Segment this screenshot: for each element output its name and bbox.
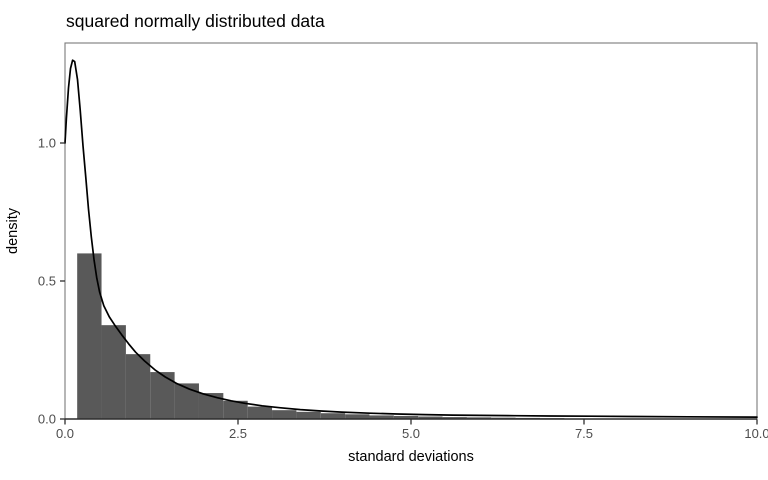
x-tick-label: 10.0: [744, 426, 768, 441]
histogram-bar: [369, 415, 394, 419]
x-tick-label: 0.0: [56, 426, 74, 441]
histogram-bar: [320, 413, 346, 419]
x-axis-title: standard deviations: [348, 449, 474, 465]
histogram-bar: [174, 383, 199, 419]
x-tick-label: 7.5: [575, 426, 593, 441]
y-tick-label: 1.0: [38, 135, 56, 150]
histogram-bar: [272, 410, 297, 419]
y-tick-label: 0.5: [38, 273, 56, 288]
density-curve: [64, 59, 758, 418]
histogram-bar: [296, 411, 321, 419]
panel-border: [64, 42, 758, 420]
histogram-bar: [198, 393, 224, 419]
histogram-bar: [150, 372, 175, 419]
histogram-bars: [77, 253, 565, 419]
histogram-bar: [77, 253, 102, 419]
histogram-bar: [442, 417, 467, 419]
histogram-bar: [247, 406, 273, 419]
y-axis-title: density: [5, 207, 21, 254]
histogram-bar: [393, 415, 419, 419]
histogram-bar: [418, 416, 443, 419]
x-tick-label: 5.0: [402, 426, 420, 441]
y-tick-label: 0.0: [38, 412, 56, 427]
chart-title: squared normally distributed data: [66, 11, 325, 31]
histogram-bar: [345, 414, 370, 419]
histogram-bar: [101, 325, 126, 419]
x-tick-label: 2.5: [229, 426, 247, 441]
x-axis: 0.0 2.5 5.0 7.5 10.0: [56, 418, 768, 441]
histogram-bar: [125, 354, 151, 419]
y-axis: 0.0 0.5 1.0: [38, 135, 65, 427]
density-curve-path: [64, 59, 758, 418]
histogram-bar: [223, 400, 248, 419]
histogram-bar: [466, 417, 492, 419]
